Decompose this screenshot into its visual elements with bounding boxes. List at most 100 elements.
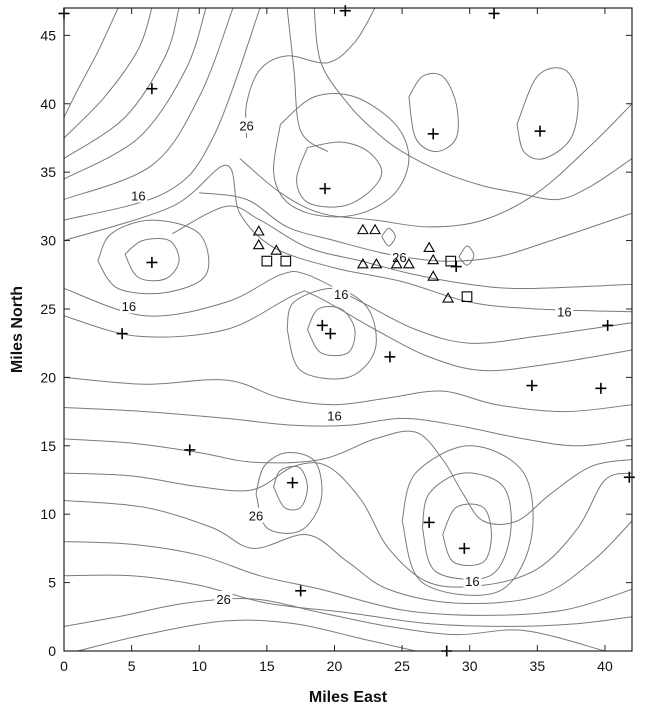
plus-marker: [316, 319, 328, 331]
contour-line: [64, 8, 207, 180]
contour-label: 16: [557, 305, 571, 320]
contour-line: [286, 287, 377, 380]
contour-line: [64, 462, 632, 588]
plus-marker: [384, 351, 396, 363]
contour-line: [64, 376, 632, 413]
contour-line: [255, 451, 323, 534]
contour-label: 16: [327, 409, 341, 424]
plus-marker: [458, 542, 470, 554]
x-tick-label: 30: [462, 658, 478, 674]
contour-label-backing: [237, 117, 256, 133]
triangle-marker: [356, 257, 369, 269]
plus-marker: [595, 382, 607, 394]
x-tick-label: 40: [597, 658, 613, 674]
contour-line: [124, 237, 180, 282]
plus-marker: [319, 183, 331, 195]
contour-label-backing: [325, 407, 344, 423]
y-tick-label: 45: [40, 27, 56, 43]
contour-line: [286, 8, 329, 153]
plus-marker: [534, 125, 546, 137]
plus-marker: [427, 128, 439, 140]
x-tick-label: 25: [394, 658, 410, 674]
contour-line: [296, 141, 383, 208]
plus-marker: [423, 516, 435, 528]
contour-line: [64, 290, 632, 372]
triangle-marker: [252, 225, 265, 236]
plus-marker: [184, 444, 196, 456]
contour-line: [64, 407, 632, 447]
x-axis-title: Miles East: [309, 689, 388, 706]
y-tick-label: 25: [40, 301, 56, 317]
contour-label-backing: [463, 573, 482, 589]
plus-marker: [287, 477, 299, 489]
y-tick-label: 30: [40, 233, 56, 249]
x-tick-label: 0: [60, 658, 68, 674]
y-tick-label: 40: [40, 96, 56, 112]
contour-line: [64, 8, 153, 139]
contour-label-backing: [119, 298, 138, 314]
plus-marker: [450, 261, 462, 273]
plus-marker: [623, 471, 635, 483]
y-tick-label: 10: [40, 506, 56, 522]
contour-label-backing: [214, 591, 233, 607]
contour-line: [64, 574, 632, 627]
x-tick-label: 35: [530, 658, 546, 674]
triangle-marker: [427, 253, 440, 265]
plus-marker: [146, 83, 158, 95]
contour-line: [64, 500, 632, 605]
contour-line: [64, 270, 632, 344]
contour-line: [64, 598, 606, 651]
contour-line: [313, 8, 632, 201]
contour-label: 16: [122, 299, 136, 314]
y-axis-title: Miles North: [9, 286, 26, 373]
plus-marker: [339, 5, 351, 17]
contour-line: [401, 445, 534, 596]
station-markers: [58, 5, 635, 657]
plot-frame: [63, 7, 633, 652]
contour-lines: [64, 8, 632, 651]
y-tick-label: 0: [48, 643, 56, 659]
contour-label-backing: [129, 187, 148, 203]
contour-line: [64, 541, 632, 616]
y-tick-label: 15: [40, 438, 56, 454]
x-tick-label: 15: [259, 658, 275, 674]
contour-line: [64, 8, 119, 118]
contour-line: [64, 164, 632, 313]
y-tick-label: 5: [48, 575, 56, 591]
plus-marker: [488, 7, 500, 19]
contour-line: [239, 103, 632, 228]
contour-line: [381, 227, 396, 247]
contour-label-backing: [555, 303, 574, 319]
contour-line: [442, 503, 492, 566]
square-marker: [261, 255, 273, 267]
contour-line: [458, 245, 475, 266]
contour-line: [516, 67, 579, 160]
contour-line: [64, 8, 180, 159]
triangle-marker: [402, 257, 415, 269]
contour-line: [77, 619, 416, 651]
contour-line: [421, 472, 512, 580]
contour-line: [64, 8, 234, 200]
square-marker: [280, 255, 292, 267]
contour-line: [273, 93, 410, 218]
contour-label: 16: [465, 574, 479, 589]
x-tick-label: 10: [191, 658, 207, 674]
contour-label: 16: [131, 188, 145, 203]
contour-label-backing: [390, 248, 409, 264]
y-tick-label: 35: [40, 164, 56, 180]
triangle-marker: [252, 238, 265, 250]
plus-marker: [526, 380, 538, 392]
square-marker: [445, 255, 457, 267]
contour-line: [199, 192, 632, 262]
triangle-marker: [442, 292, 455, 303]
contour-label-backing: [332, 285, 351, 301]
contour-line: [64, 430, 632, 525]
contour-line: [171, 205, 632, 290]
y-tick-label: 20: [40, 369, 56, 385]
contour-label: 26: [216, 592, 230, 607]
triangle-marker: [427, 270, 440, 281]
contour-line: [97, 219, 210, 295]
contour-line: [306, 305, 356, 357]
